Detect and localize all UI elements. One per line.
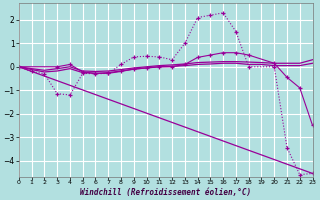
X-axis label: Windchill (Refroidissement éolien,°C): Windchill (Refroidissement éolien,°C)	[80, 188, 251, 197]
